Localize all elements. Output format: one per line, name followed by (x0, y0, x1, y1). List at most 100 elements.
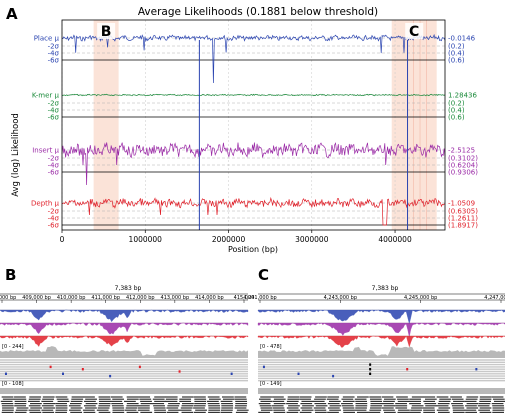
series-depth: Depth μ-2σ-4σ-6σ -1.0509(0.6305)(1.2611)(… (31, 196, 478, 230)
left-label: -4σ (48, 50, 60, 58)
left-label: -4σ (48, 107, 60, 115)
right-label: 1.28436 (448, 92, 477, 100)
coverage-range-label: [0 - 149] (260, 381, 282, 387)
variant-dot (406, 368, 409, 371)
right-label: (0.6305) (448, 208, 478, 216)
series-group: Place μ-2σ-4σ-6σ-0.0146(0.2)(0.4)(0.6)K-… (31, 33, 478, 230)
variant-dot (475, 368, 478, 371)
right-label: (0.6) (448, 114, 465, 122)
signal-area (0, 309, 249, 323)
signal-track (257, 335, 505, 348)
signal-area (0, 335, 249, 347)
x-axis-label: Position (bp) (228, 245, 278, 254)
ruler-label: 413,000 bp (161, 295, 190, 301)
panel-label-c: C (258, 266, 269, 284)
highlight-region-c (391, 20, 437, 230)
series-line-depth (61, 196, 446, 226)
left-label: -2σ (48, 208, 60, 216)
x-tick-label: 0 (60, 235, 65, 244)
coverage-area-2 (258, 388, 505, 394)
signal-track (257, 309, 505, 325)
x-tick-label: 4000000 (378, 235, 412, 244)
left-label: Insert μ (32, 147, 59, 155)
ruler-label: 4,241,000 bp (243, 295, 276, 301)
ruler-label: 414,000 bp (195, 295, 224, 301)
signal-track (0, 335, 249, 347)
panel-label-b: B (5, 266, 16, 284)
panel-b: B 7,383 bp 408,000 bp 409,000 bp 410,000 b… (0, 266, 254, 413)
signal-track (0, 322, 249, 335)
ruler-label: 411,000 bp (91, 295, 120, 301)
left-label: -6σ (48, 222, 60, 230)
left-label: -4σ (48, 215, 60, 223)
chart-title: Average Likelihoods (0.1881 below thresh… (138, 6, 378, 18)
left-label: Place μ (34, 35, 60, 43)
ruler-ticks-c: 4,241,000 bp 4,243,000 bp 4,245,000 bp 4,24… (243, 295, 505, 303)
variant-dot (262, 365, 265, 369)
left-label: -2σ (48, 43, 60, 51)
right-label: (0.4) (448, 107, 465, 115)
variant-dot (178, 370, 181, 373)
ruler-label: 412,000 bp (126, 295, 155, 301)
ruler-label: 4,245,000 bp (404, 295, 437, 301)
right-label: (0.6204) (448, 162, 478, 170)
series-line-insert (61, 142, 446, 186)
right-label: -0.0146 (448, 35, 476, 43)
x-tick-label: 2000000 (212, 235, 246, 244)
right-label: -2.5125 (448, 147, 475, 155)
left-label: K-mer μ (32, 92, 60, 100)
x-tick-label: 1000000 (129, 235, 163, 244)
signal-area (257, 309, 505, 325)
ruler-label: 408,000 bp (0, 295, 16, 301)
series-line-place (61, 33, 446, 84)
panel-c: C 7,383 bp 4,241,000 bp 4,243,000 bp 4,245… (243, 266, 505, 413)
panel-label-a: A (6, 5, 18, 23)
signal-area (257, 335, 505, 348)
tracks-b: [0 - 244] [0 - 108] (0, 309, 249, 413)
ruler-label: 415,000 (234, 295, 255, 301)
span-label-c: 7,383 bp (372, 285, 399, 292)
ruler-label: 409,000 bp (22, 295, 51, 301)
series-line-k-mer (61, 93, 446, 97)
ruler-label: 4,243,000 bp (324, 295, 357, 301)
left-label: -4σ (48, 162, 60, 170)
coverage-range-label: [0 - 478] (260, 344, 282, 350)
ruler-ticks-b: 408,000 bp 409,000 bp 410,000 bp 411,000 bp… (0, 295, 254, 303)
variant-dot (230, 372, 233, 375)
region-label-bg (97, 23, 116, 39)
left-label: -6σ (48, 57, 60, 65)
panel-a: A Average Likelihoods (0.1881 below thre… (6, 5, 478, 254)
variant-dot (138, 365, 141, 369)
right-label: (0.9306) (448, 169, 478, 177)
signal-area (257, 322, 505, 338)
variant-dot (297, 372, 300, 375)
highlight-region-b (93, 20, 119, 230)
series-kmer: K-mer μ-2σ-4σ-6σ 1.28436(0.2)(0.4)(0.6) (32, 92, 478, 122)
coverage-range-label: [0 - 108] (2, 381, 24, 387)
left-label: -6σ (48, 169, 60, 177)
x-axis-ticks: 0 1000000 2000000 3000000 4000000 (60, 230, 412, 244)
signal-track (257, 322, 505, 338)
left-label: -6σ (48, 114, 60, 122)
right-label: (0.6) (448, 57, 465, 65)
signal-track (0, 309, 249, 323)
variant-dot (109, 374, 112, 378)
variant-dot (369, 363, 372, 366)
vertical-markers (198, 40, 409, 230)
coverage-area (0, 346, 248, 358)
signal-area (0, 322, 249, 335)
highlight-regions (93, 20, 437, 230)
variant-dot (369, 368, 372, 371)
variant-dot (62, 372, 64, 375)
right-label: (0.2) (448, 43, 465, 51)
variant-dot (81, 368, 84, 371)
ruler-label: 4,247,000 bp (484, 295, 505, 301)
series-place: Place μ-2σ-4σ-6σ -0.0146(0.2)(0.4)(0.6) (34, 33, 476, 84)
span-label-b: 7,383 bp (115, 285, 142, 292)
tracks-c: [0 - 478] [0 - 149] (257, 309, 505, 413)
region-label-bg (405, 23, 424, 39)
left-label: -2σ (48, 100, 60, 108)
region-label-c: C (409, 24, 419, 40)
coverage-area (258, 346, 505, 358)
